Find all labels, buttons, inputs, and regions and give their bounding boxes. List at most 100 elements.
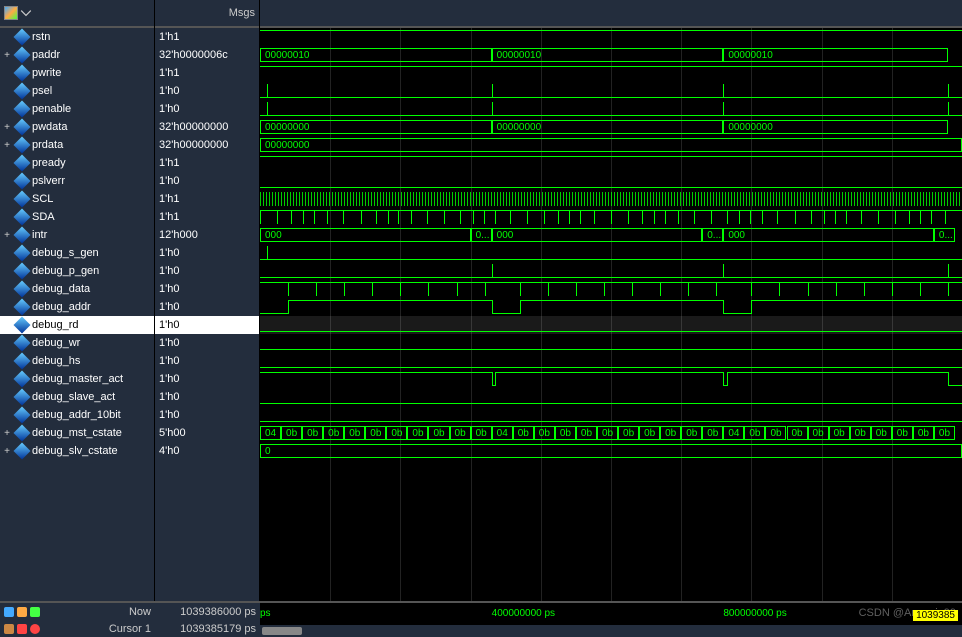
wave-row[interactable] (260, 244, 962, 262)
wave-row[interactable] (260, 298, 962, 316)
expand-icon[interactable] (2, 266, 12, 277)
expand-icon[interactable]: + (2, 140, 12, 151)
value-row[interactable]: 1'h0 (155, 334, 259, 352)
expand-icon[interactable] (2, 392, 12, 403)
value-row[interactable]: 1'h1 (155, 208, 259, 226)
signal-row[interactable]: debug_s_gen (0, 244, 154, 262)
value-row[interactable]: 1'h0 (155, 388, 259, 406)
signal-row[interactable]: +pwdata (0, 118, 154, 136)
tool-icon[interactable] (4, 607, 14, 617)
signal-row[interactable]: +paddr (0, 46, 154, 64)
value-row[interactable]: 12'h000 (155, 226, 259, 244)
wave-row[interactable] (260, 262, 962, 280)
signal-row[interactable]: penable (0, 100, 154, 118)
expand-icon[interactable] (2, 194, 12, 205)
tool-icon[interactable] (17, 607, 27, 617)
expand-icon[interactable] (2, 176, 12, 187)
signal-row[interactable]: debug_p_gen (0, 262, 154, 280)
value-row[interactable]: 1'h0 (155, 370, 259, 388)
expand-icon[interactable] (2, 284, 12, 295)
value-row[interactable]: 1'h0 (155, 82, 259, 100)
signal-row[interactable]: debug_addr_10bit (0, 406, 154, 424)
expand-icon[interactable] (2, 374, 12, 385)
value-row[interactable]: 1'h0 (155, 100, 259, 118)
expand-icon[interactable] (2, 68, 12, 79)
value-row[interactable]: 1'h0 (155, 280, 259, 298)
value-row[interactable]: 1'h0 (155, 352, 259, 370)
signal-row[interactable]: psel (0, 82, 154, 100)
expand-icon[interactable] (2, 158, 12, 169)
value-row[interactable]: 1'h0 (155, 406, 259, 424)
expand-icon[interactable] (2, 410, 12, 421)
value-row[interactable]: 4'h0 (155, 442, 259, 460)
signal-row[interactable]: pslverr (0, 172, 154, 190)
signal-row[interactable]: rstn (0, 28, 154, 46)
expand-icon[interactable]: + (2, 446, 12, 457)
expand-icon[interactable]: + (2, 428, 12, 439)
value-row[interactable]: 32'h00000000 (155, 118, 259, 136)
signal-row[interactable]: debug_data (0, 280, 154, 298)
signal-row[interactable]: pwrite (0, 64, 154, 82)
wave-row[interactable] (260, 370, 962, 388)
signal-row[interactable]: SDA (0, 208, 154, 226)
wave-row[interactable] (260, 334, 962, 352)
value-row[interactable]: 1'h0 (155, 262, 259, 280)
value-row[interactable]: 1'h1 (155, 190, 259, 208)
value-row[interactable]: 1'h0 (155, 172, 259, 190)
tool-icon[interactable] (17, 624, 27, 634)
value-row[interactable]: 1'h1 (155, 154, 259, 172)
signal-row[interactable]: +debug_mst_cstate (0, 424, 154, 442)
signal-row[interactable]: SCL (0, 190, 154, 208)
wave-row[interactable]: 000000000000000000000000 (260, 118, 962, 136)
scroll-thumb[interactable] (262, 627, 302, 635)
signal-row[interactable]: pready (0, 154, 154, 172)
expand-icon[interactable]: + (2, 122, 12, 133)
signal-row[interactable]: debug_rd (0, 316, 154, 334)
wave-row[interactable] (260, 280, 962, 298)
wave-row[interactable]: 000000100000001000000010 (260, 46, 962, 64)
wave-row[interactable] (260, 28, 962, 46)
signal-row[interactable]: debug_master_act (0, 370, 154, 388)
expand-icon[interactable] (2, 356, 12, 367)
wave-row[interactable] (260, 172, 962, 190)
expand-icon[interactable] (2, 104, 12, 115)
remove-icon[interactable] (30, 624, 40, 634)
signal-row[interactable]: +intr (0, 226, 154, 244)
wave-row[interactable] (260, 82, 962, 100)
wave-row[interactable]: 0000...0000...0000... (260, 226, 962, 244)
chevron-down-icon[interactable] (20, 7, 32, 19)
wave-row[interactable] (260, 388, 962, 406)
expand-icon[interactable] (2, 302, 12, 313)
wave-row[interactable] (260, 316, 962, 334)
signal-row[interactable]: +prdata (0, 136, 154, 154)
value-row[interactable]: 32'h00000000 (155, 136, 259, 154)
wave-row[interactable]: 00000000 (260, 136, 962, 154)
expand-icon[interactable] (2, 320, 12, 331)
wave-row[interactable]: 040b0b0b0b0b0b0b0b0b0b040b0b0b0b0b0b0b0b… (260, 424, 962, 442)
tool-icon[interactable] (4, 624, 14, 634)
wave-row[interactable] (260, 352, 962, 370)
signal-row[interactable]: debug_wr (0, 334, 154, 352)
signal-row[interactable]: debug_slave_act (0, 388, 154, 406)
wave-row[interactable] (260, 406, 962, 424)
expand-icon[interactable]: + (2, 50, 12, 61)
tool-icon[interactable] (30, 607, 40, 617)
signal-row[interactable]: debug_hs (0, 352, 154, 370)
wave-row[interactable] (260, 154, 962, 172)
wave-row[interactable] (260, 64, 962, 82)
waveform-canvas[interactable]: 0000001000000010000000100000000000000000… (260, 28, 962, 601)
expand-icon[interactable] (2, 338, 12, 349)
expand-icon[interactable] (2, 32, 12, 43)
palette-icon[interactable] (4, 6, 18, 20)
expand-icon[interactable] (2, 212, 12, 223)
value-row[interactable]: 1'h1 (155, 64, 259, 82)
wave-row[interactable]: 0 (260, 442, 962, 460)
wave-row[interactable] (260, 208, 962, 226)
value-row[interactable]: 1'h1 (155, 28, 259, 46)
signal-row[interactable]: +debug_slv_cstate (0, 442, 154, 460)
value-row[interactable]: 1'h0 (155, 316, 259, 334)
value-row[interactable]: 5'h00 (155, 424, 259, 442)
signal-row[interactable]: debug_addr (0, 298, 154, 316)
value-row[interactable]: 1'h0 (155, 244, 259, 262)
wave-row[interactable] (260, 100, 962, 118)
